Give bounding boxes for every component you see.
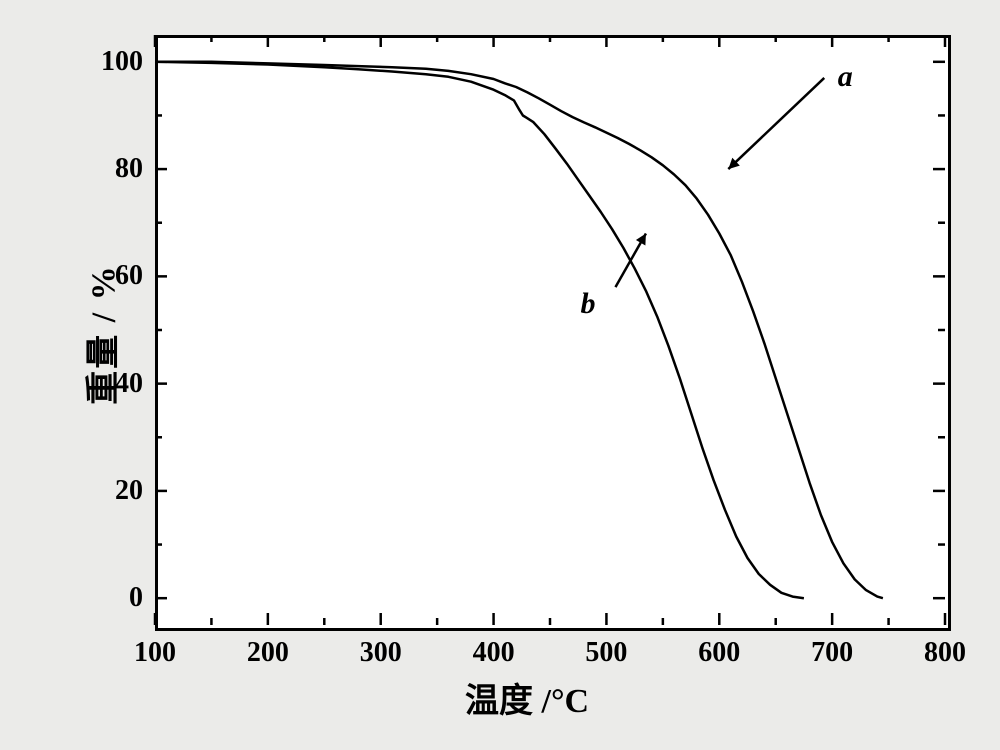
y-tick-label: 100 [101, 46, 143, 78]
x-axis-label: 温度 /°C [465, 673, 589, 722]
y-tick-label: 60 [115, 260, 143, 292]
y-tick-label: 80 [115, 153, 143, 185]
y-tick-label: 0 [129, 582, 143, 614]
x-tick-label: 100 [134, 637, 176, 669]
y-tick-label: 40 [115, 368, 143, 400]
x-tick-label: 600 [698, 637, 740, 669]
annotation-b: b [581, 287, 596, 321]
x-tick-label: 700 [811, 637, 853, 669]
x-tick-label: 300 [360, 637, 402, 669]
tga-chart: 重量 / % 温度 /°C 10020030040050060070080002… [0, 0, 1000, 750]
x-tick-label: 800 [924, 637, 966, 669]
y-tick-label: 20 [115, 475, 143, 507]
x-tick-label: 200 [247, 637, 289, 669]
annotation-a: a [838, 60, 853, 94]
x-tick-label: 500 [585, 637, 627, 669]
x-tick-label: 400 [473, 637, 515, 669]
